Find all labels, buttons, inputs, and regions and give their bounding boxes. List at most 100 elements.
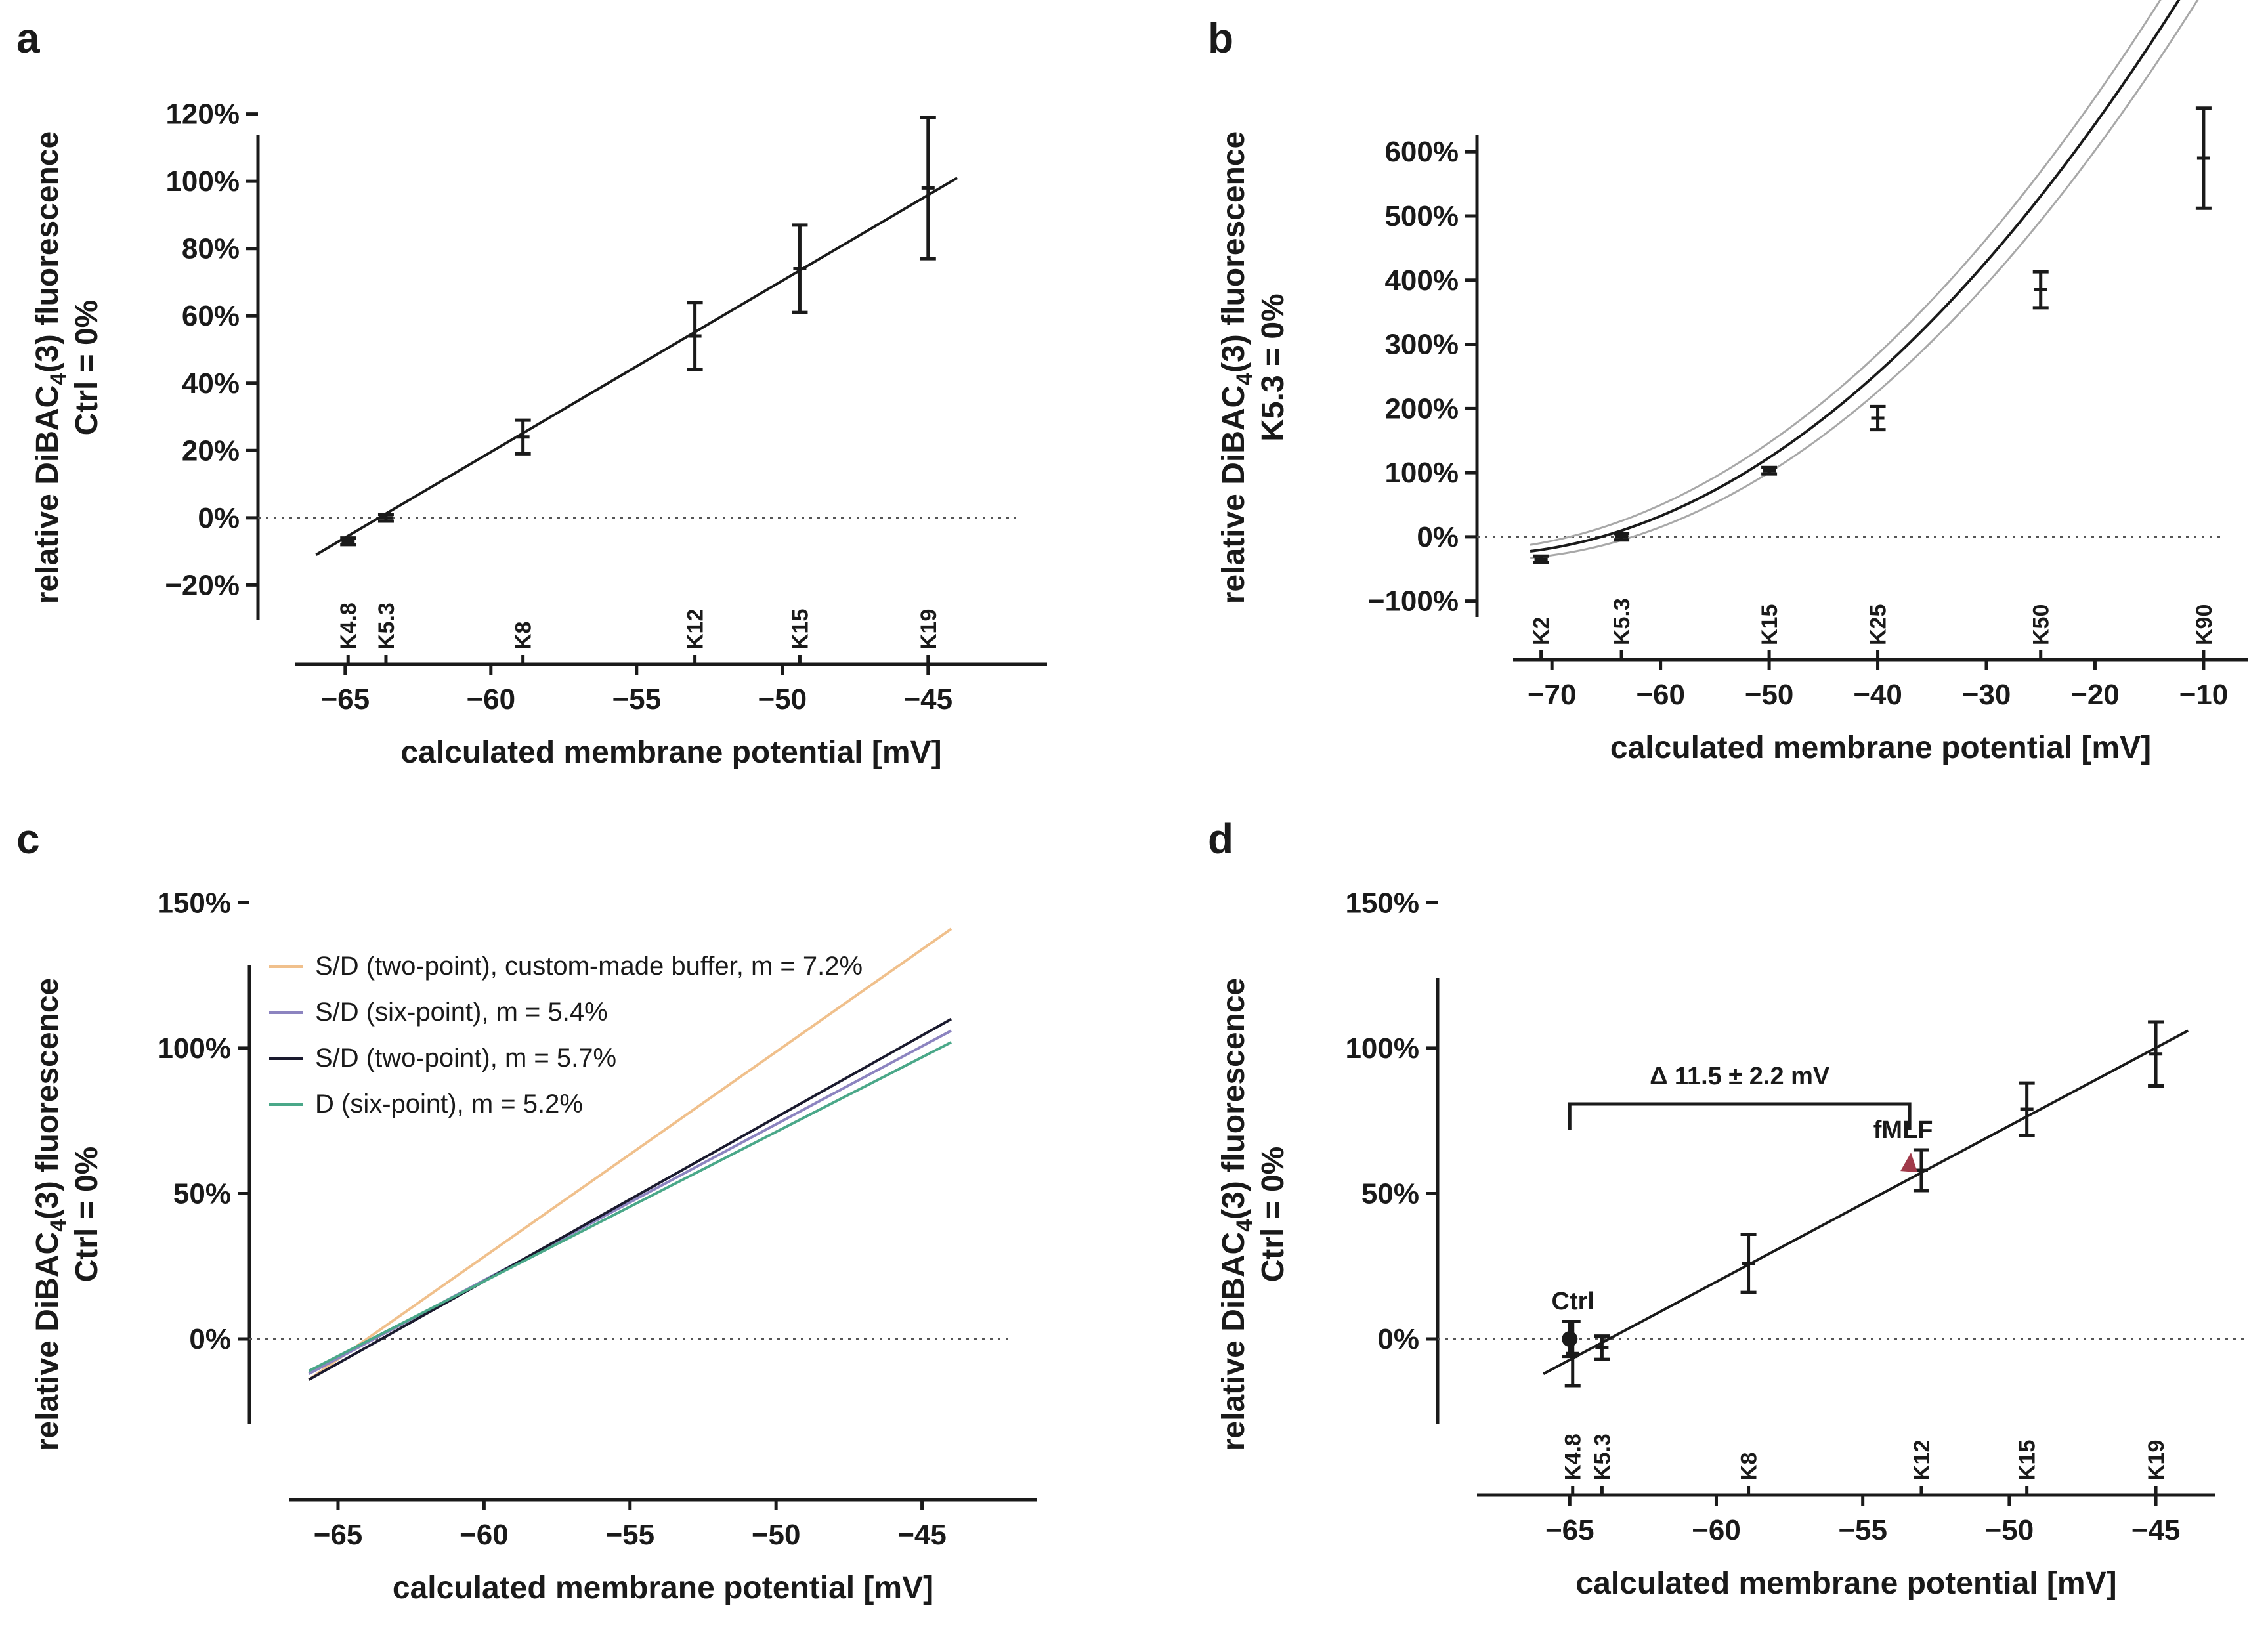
x-tick-label: −45	[903, 683, 952, 715]
y-axis-subtitle: Ctrl = 0%	[70, 300, 104, 436]
ctrl-label: Ctrl	[1552, 1288, 1594, 1315]
x-tick-label: −55	[1838, 1514, 1887, 1546]
x-tick-label: −20	[2070, 679, 2120, 711]
y-axis-label: relative DiBAC4(3) fluorescence Ctrl = 0%	[1216, 978, 1291, 1451]
k-condition-label: K5.3	[1590, 1433, 1615, 1481]
legend-entry: S/D (six-point), m = 5.4%	[315, 998, 608, 1027]
series-line	[308, 1041, 952, 1372]
y-tick-label: 40%	[182, 368, 240, 400]
y-tick-label: 150%	[1345, 887, 1419, 919]
panel-letter: c	[16, 815, 40, 862]
panel-letter: d	[1208, 815, 1233, 862]
y-axis-title: relative DiBAC4(3) fluorescence	[1216, 978, 1257, 1451]
k-condition-label: K12	[683, 609, 708, 650]
panel-b: b −100% 0% 100% 200% 300% 400% 500% 600% −70 −60 −5…	[1208, 0, 2248, 765]
k-condition-label: K15	[1757, 604, 1782, 645]
fmlf-marker	[1900, 1153, 1918, 1173]
y-tick-label: 150%	[157, 887, 231, 919]
y-tick-label: 100%	[157, 1032, 231, 1065]
y-axis-subtitle: Ctrl = 0%	[70, 1147, 104, 1283]
k-condition-label: K12	[1910, 1440, 1935, 1481]
y-tick-label: 100%	[1384, 457, 1459, 489]
fmlf-label: fMLF	[1873, 1116, 1933, 1144]
x-tick-label: −45	[897, 1519, 947, 1551]
series-line	[308, 927, 952, 1381]
x-tick-label: −10	[2179, 679, 2229, 711]
y-tick-label: 100%	[165, 165, 240, 198]
y-tick-label: 0%	[189, 1323, 231, 1355]
x-axis-title: calculated membrane potential [mV]	[1610, 731, 2151, 765]
delta-bracket	[1568, 1102, 1912, 1130]
x-tick-label: −65	[320, 683, 370, 715]
panel-a: a −20% 0% 20% 40% 60% 80% 100% 120% −65 −60 −55 −50 −…	[16, 14, 1047, 770]
ci-lower-line	[1530, 0, 2199, 559]
y-axis-title: relative DiBAC4(3) fluorescence	[30, 131, 71, 604]
panel-d: d 0% 50% 100% 150% −65 −60 −55 −50 −45 calculated …	[1208, 815, 2244, 1601]
delta-label: Δ 11.5 ± 2.2 mV	[1650, 1063, 1830, 1090]
y-tick-label: 120%	[165, 98, 240, 131]
y-tick-label: 80%	[182, 233, 240, 265]
x-tick-label: −45	[2131, 1514, 2181, 1546]
k-condition-label: K19	[2144, 1440, 2169, 1481]
x-axis-title: calculated membrane potential [mV]	[393, 1571, 933, 1605]
x-axis-title: calculated membrane potential [mV]	[400, 735, 941, 770]
y-tick-label: 300%	[1384, 329, 1459, 361]
panel-letter: b	[1208, 14, 1233, 62]
ci-upper-line	[1530, 0, 2162, 546]
k-condition-label: K50	[2029, 604, 2054, 645]
regression-line	[315, 177, 958, 556]
y-axis-label: relative DiBAC4(3) fluorescence K5.3 = 0%	[1216, 131, 1291, 604]
x-tick-label: −60	[460, 1519, 509, 1551]
y-tick-label: 600%	[1384, 136, 1459, 168]
y-tick-label: 400%	[1384, 265, 1459, 297]
legend-entry: S/D (two-point), custom-made buffer, m =…	[315, 952, 863, 981]
x-tick-label: −65	[1545, 1514, 1594, 1546]
k-condition-label: K15	[2015, 1440, 2040, 1481]
k-condition-label: K8	[511, 622, 536, 650]
regression-line	[1543, 1029, 2189, 1375]
k-condition-label: K4.8	[1561, 1433, 1586, 1481]
x-tick-label: −50	[1985, 1514, 2034, 1546]
x-tick-label: −55	[605, 1519, 654, 1551]
k-condition-label: K5.3	[374, 603, 399, 650]
y-tick-label: 50%	[173, 1177, 231, 1210]
panel-c: c 0% 50% 100% 150% −65 −60 −55 −50 −45 calculated …	[16, 815, 1037, 1605]
x-tick-label: −55	[612, 683, 661, 715]
y-tick-label: 0%	[1377, 1323, 1419, 1355]
x-tick-label: −65	[314, 1519, 363, 1551]
x-tick-label: −60	[1636, 679, 1685, 711]
legend-entry: D (six-point), m = 5.2%	[315, 1090, 583, 1118]
x-tick-label: −50	[758, 683, 807, 715]
y-tick-label: 50%	[1361, 1177, 1419, 1210]
k-condition-label: K8	[1737, 1453, 1762, 1481]
y-axis-subtitle: Ctrl = 0%	[1256, 1147, 1291, 1283]
y-tick-label: 500%	[1384, 200, 1459, 232]
x-tick-label: −50	[1745, 679, 1794, 711]
k-condition-label: K19	[916, 609, 941, 650]
y-axis-title: relative DiBAC4(3) fluorescence	[1216, 131, 1257, 604]
x-tick-label: −60	[466, 683, 515, 715]
k-condition-label: K4.8	[336, 603, 361, 650]
legend-entry: S/D (two-point), m = 5.7%	[315, 1044, 616, 1072]
x-tick-label: −50	[752, 1519, 801, 1551]
fit-curve	[1530, 0, 2181, 553]
x-axis-title: calculated membrane potential [mV]	[1575, 1566, 2116, 1601]
k-condition-label: K2	[1530, 617, 1554, 645]
k-condition-label: K5.3	[1610, 598, 1635, 645]
y-axis-subtitle: K5.3 = 0%	[1256, 293, 1291, 441]
x-tick-label: −60	[1692, 1514, 1741, 1546]
y-tick-label: 0%	[198, 502, 240, 534]
y-tick-label: −20%	[165, 569, 240, 601]
y-tick-label: 200%	[1384, 392, 1459, 425]
y-tick-label: 60%	[182, 300, 240, 332]
k-condition-label: K90	[2192, 604, 2217, 645]
panel-letter: a	[16, 14, 40, 62]
x-tick-label: −30	[1962, 679, 2011, 711]
y-tick-label: 100%	[1345, 1032, 1419, 1065]
y-axis-label: relative DiBAC4(3) fluorescence Ctrl = 0%	[30, 978, 104, 1451]
ctrl-point	[1562, 1331, 1578, 1347]
y-tick-label: −100%	[1368, 585, 1459, 618]
series-line	[308, 1017, 952, 1381]
x-tick-label: −40	[1853, 679, 1902, 711]
